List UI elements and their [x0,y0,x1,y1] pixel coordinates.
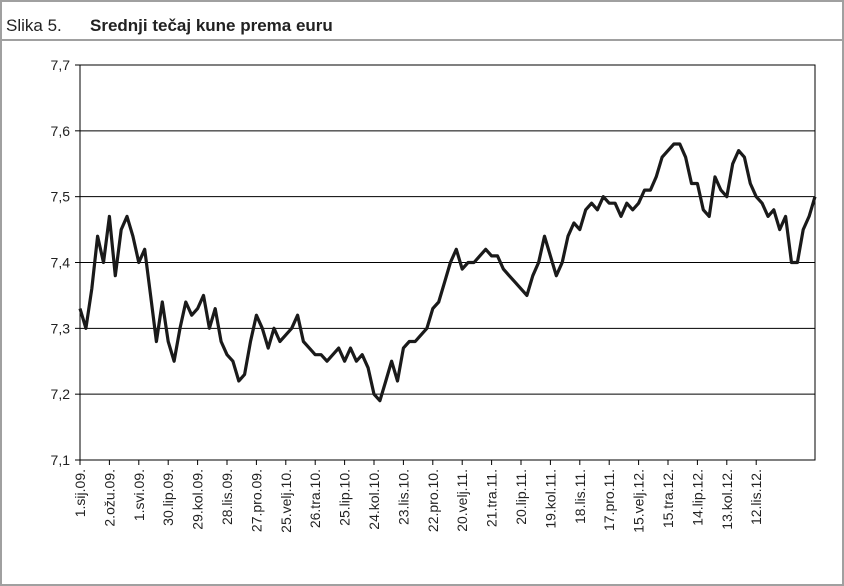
x-tick-label: 26.tra.10. [307,469,323,528]
y-tick-label: 7,5 [51,189,71,205]
chart-title: Srednji tečaj kune prema euru [90,16,333,35]
x-tick-label: 17.pro.11. [601,469,617,531]
y-tick-label: 7,7 [51,57,71,73]
x-tick-label: 14.lip.12. [689,469,705,526]
x-tick-label: 30.lip.09. [160,469,176,526]
x-tick-label: 15.tra.12. [660,469,676,528]
plot-border [79,64,816,461]
x-tick-label: 20.lip.11. [513,469,529,525]
x-tick-label: 24.kol.10. [366,469,382,530]
x-tick-label: 18.lis.11. [572,469,588,524]
x-tick-label: 22.pro.10. [425,469,441,532]
x-tick-label: 27.pro.09. [248,469,264,532]
x-tick-label: 1.svi.09. [131,469,147,521]
x-tick-label: 1.sij.09. [72,469,88,517]
y-tick-label: 7,1 [51,452,71,468]
x-tick-label: 2.ožu.09. [101,469,117,527]
y-tick-label: 7,6 [51,123,71,139]
y-tick-label: 7,3 [51,320,71,336]
x-tick-label: 21.tra.11. [484,469,500,527]
x-tick-label: 15.velj.12. [631,469,647,533]
x-tick-label: 23.lis.10. [395,469,411,525]
x-tick-label: 20.velj.11. [454,469,470,532]
figure-label: Slika 5. [6,16,62,35]
y-tick-label: 7,2 [51,386,71,402]
x-tick-label: 25.velj.10. [278,469,294,533]
x-tick-label: 12.lis.12. [748,469,764,525]
rate-line [78,142,817,403]
x-tick-label: 19.kol.11. [542,469,558,529]
x-tick-label: 25.lip.10. [337,469,353,526]
x-tick-label: 13.kol.12. [719,469,735,530]
y-tick-label: 7,4 [51,255,71,271]
x-tick-label: 28.lis.09. [219,469,235,525]
x-tick-label: 29.kol.09. [190,469,206,530]
